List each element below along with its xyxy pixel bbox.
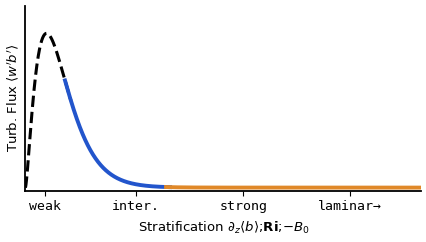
Y-axis label: Turb. Flux $\langle w^\prime b^\prime \rangle$: Turb. Flux $\langle w^\prime b^\prime \r… (6, 44, 21, 152)
X-axis label: Stratification $\partial_z \langle b \rangle$;$\mathbf{Ri}$;$-B_0$: Stratification $\partial_z \langle b \ra… (137, 220, 308, 236)
